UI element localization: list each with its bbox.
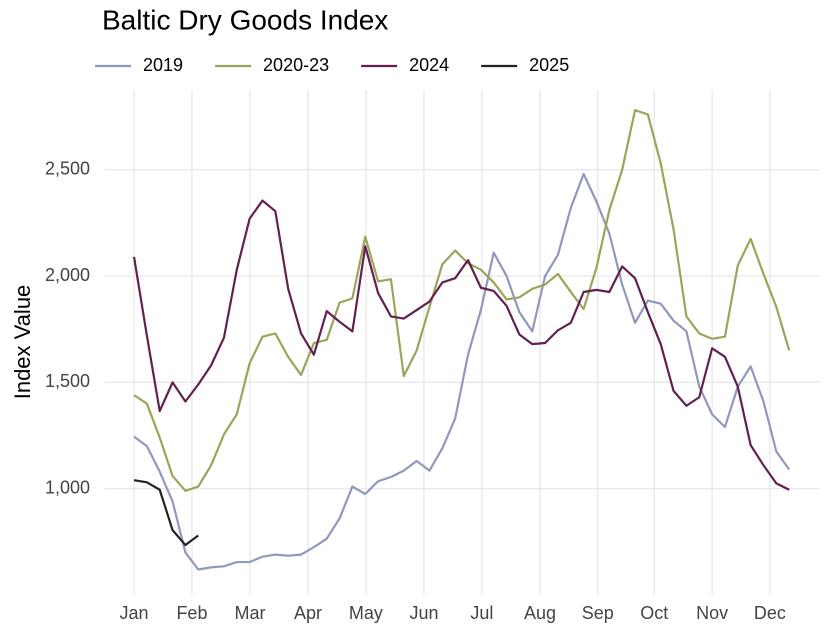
x-tick-label: Aug	[524, 603, 556, 623]
legend-label: 2024	[409, 55, 449, 75]
chart-title: Baltic Dry Goods Index	[102, 4, 388, 35]
x-tick-label: Jul	[470, 603, 493, 623]
x-tick-label: Jan	[120, 603, 149, 623]
x-tick-label: Sep	[582, 603, 614, 623]
y-tick-label: 2,500	[45, 158, 90, 178]
y-tick-label: 1,500	[45, 371, 90, 391]
x-tick-label: Jun	[409, 603, 438, 623]
y-tick-label: 2,000	[45, 265, 90, 285]
legend-label: 2019	[143, 55, 183, 75]
legend-label: 2025	[529, 55, 569, 75]
x-tick-label: Nov	[696, 603, 728, 623]
x-tick-label: Mar	[235, 603, 266, 623]
x-tick-label: Oct	[640, 603, 668, 623]
series-line	[132, 199, 790, 491]
x-tick-label: Feb	[176, 603, 207, 623]
series-line	[133, 109, 791, 492]
legend-label: 2020-23	[263, 55, 329, 75]
x-tick-label: Apr	[294, 603, 322, 623]
series-line	[133, 479, 199, 547]
y-tick-label: 1,000	[45, 477, 90, 497]
x-tick-label: Dec	[754, 603, 786, 623]
series-line	[133, 172, 791, 571]
x-tick-label: May	[349, 603, 383, 623]
y-axis-label: Index Value	[10, 285, 35, 400]
